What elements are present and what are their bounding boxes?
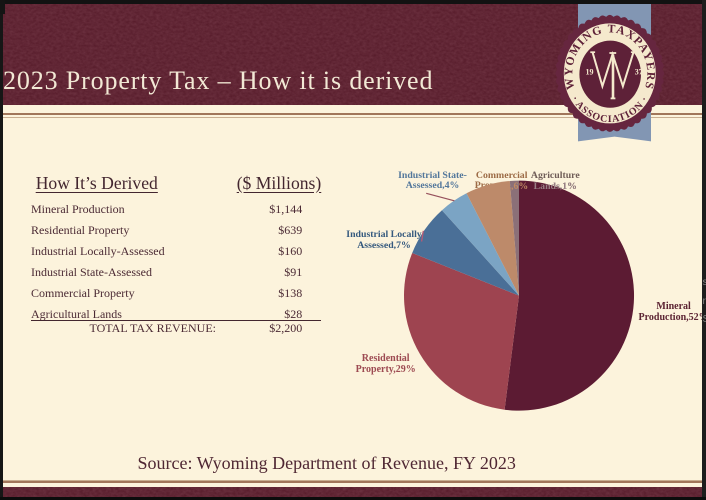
svg-text:19: 19 <box>586 68 594 77</box>
svg-text:37: 37 <box>635 68 643 77</box>
